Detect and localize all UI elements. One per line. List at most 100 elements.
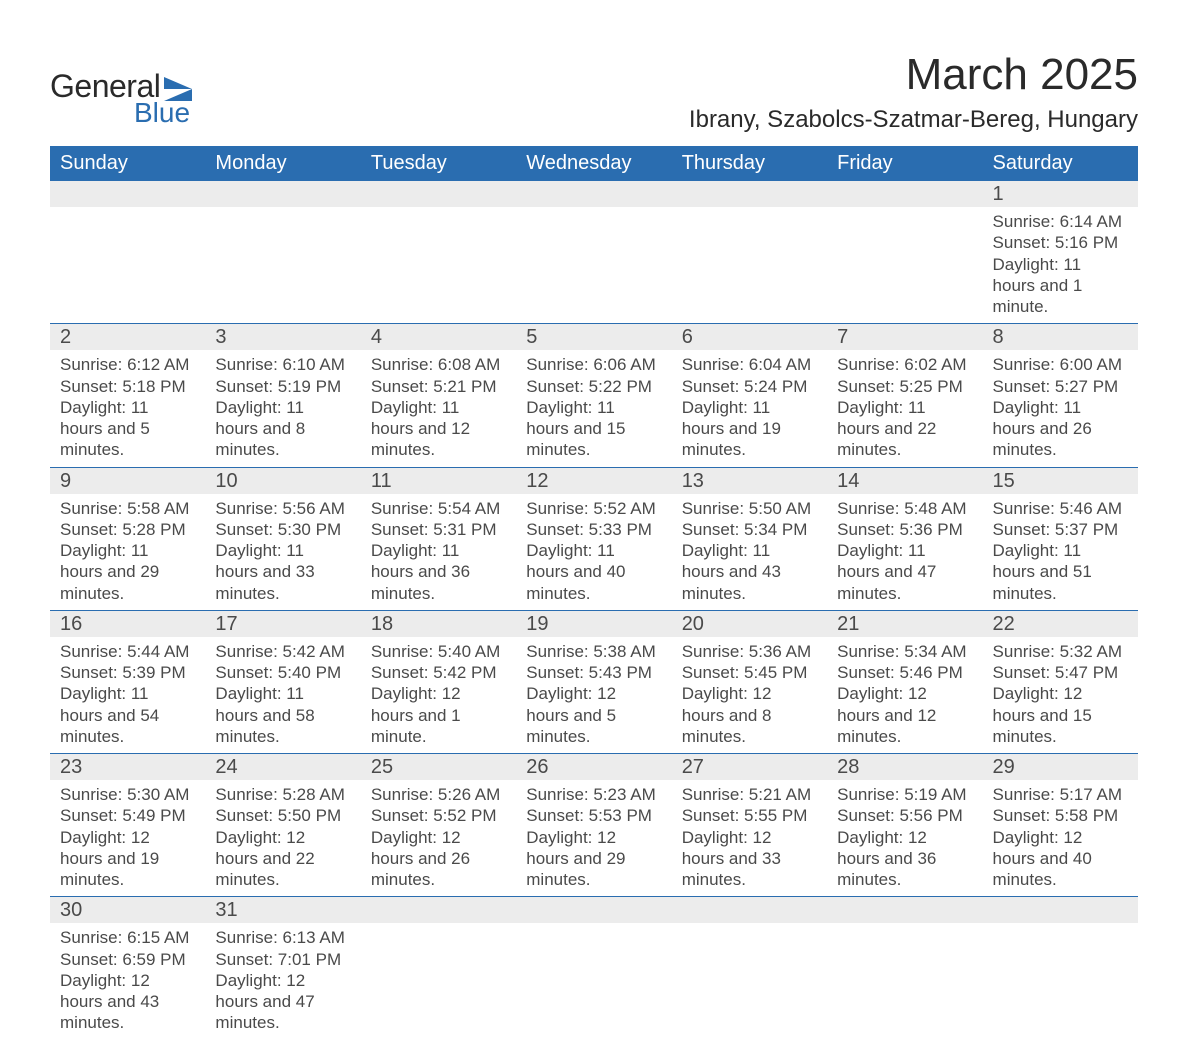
calendar-cell xyxy=(983,897,1138,1040)
day-number: 14 xyxy=(827,468,982,494)
sunrise-text: Sunrise: 6:04 AM xyxy=(682,354,817,375)
sunset-text: Sunset: 5:40 PM xyxy=(215,662,350,683)
sunset-text: Sunset: 5:49 PM xyxy=(60,805,195,826)
day-number xyxy=(361,181,516,207)
weekday-header: Monday xyxy=(205,146,360,181)
daylight-text: Daylight: 11 hours and 12 minutes. xyxy=(371,397,506,461)
sunrise-text: Sunrise: 5:26 AM xyxy=(371,784,506,805)
day-number: 11 xyxy=(361,468,516,494)
day-content: Sunrise: 5:34 AMSunset: 5:46 PMDaylight:… xyxy=(827,637,982,753)
day-content xyxy=(983,923,1138,1003)
daylight-text: Daylight: 12 hours and 40 minutes. xyxy=(993,827,1128,891)
calendar-cell: 11Sunrise: 5:54 AMSunset: 5:31 PMDayligh… xyxy=(361,467,516,610)
daylight-text: Daylight: 12 hours and 1 minute. xyxy=(371,683,506,747)
day-content: Sunrise: 6:00 AMSunset: 5:27 PMDaylight:… xyxy=(983,350,1138,466)
sunset-text: Sunset: 5:47 PM xyxy=(993,662,1128,683)
sunset-text: Sunset: 5:56 PM xyxy=(837,805,972,826)
sunset-text: Sunset: 5:22 PM xyxy=(526,376,661,397)
sunset-text: Sunset: 5:31 PM xyxy=(371,519,506,540)
sunset-text: Sunset: 5:33 PM xyxy=(526,519,661,540)
day-number: 8 xyxy=(983,324,1138,350)
daylight-text: Daylight: 11 hours and 1 minute. xyxy=(993,254,1128,318)
sunset-text: Sunset: 5:46 PM xyxy=(837,662,972,683)
day-number: 4 xyxy=(361,324,516,350)
calendar-cell xyxy=(827,181,982,324)
day-number: 15 xyxy=(983,468,1138,494)
day-number: 26 xyxy=(516,754,671,780)
sunrise-text: Sunrise: 5:34 AM xyxy=(837,641,972,662)
day-number xyxy=(205,181,360,207)
calendar-cell xyxy=(516,181,671,324)
sunrise-text: Sunrise: 5:17 AM xyxy=(993,784,1128,805)
calendar-week-row: 23Sunrise: 5:30 AMSunset: 5:49 PMDayligh… xyxy=(50,754,1138,897)
calendar-cell: 16Sunrise: 5:44 AMSunset: 5:39 PMDayligh… xyxy=(50,610,205,753)
sunset-text: Sunset: 5:58 PM xyxy=(993,805,1128,826)
calendar-week-row: 1Sunrise: 6:14 AMSunset: 5:16 PMDaylight… xyxy=(50,181,1138,324)
day-number xyxy=(516,897,671,923)
calendar-cell: 26Sunrise: 5:23 AMSunset: 5:53 PMDayligh… xyxy=(516,754,671,897)
sunrise-text: Sunrise: 5:50 AM xyxy=(682,498,817,519)
calendar-body: 1Sunrise: 6:14 AMSunset: 5:16 PMDaylight… xyxy=(50,181,1138,1040)
sunrise-text: Sunrise: 6:13 AM xyxy=(215,927,350,948)
daylight-text: Daylight: 11 hours and 40 minutes. xyxy=(526,540,661,604)
day-number: 7 xyxy=(827,324,982,350)
sunset-text: Sunset: 5:25 PM xyxy=(837,376,972,397)
sunrise-text: Sunrise: 5:54 AM xyxy=(371,498,506,519)
sunrise-text: Sunrise: 6:08 AM xyxy=(371,354,506,375)
daylight-text: Daylight: 11 hours and 43 minutes. xyxy=(682,540,817,604)
calendar-cell: 22Sunrise: 5:32 AMSunset: 5:47 PMDayligh… xyxy=(983,610,1138,753)
calendar-week-row: 9Sunrise: 5:58 AMSunset: 5:28 PMDaylight… xyxy=(50,467,1138,610)
weekday-header: Friday xyxy=(827,146,982,181)
calendar-cell: 17Sunrise: 5:42 AMSunset: 5:40 PMDayligh… xyxy=(205,610,360,753)
day-number: 10 xyxy=(205,468,360,494)
calendar-cell: 27Sunrise: 5:21 AMSunset: 5:55 PMDayligh… xyxy=(672,754,827,897)
calendar-cell: 25Sunrise: 5:26 AMSunset: 5:52 PMDayligh… xyxy=(361,754,516,897)
day-content xyxy=(516,923,671,1003)
calendar-cell xyxy=(827,897,982,1040)
sunrise-text: Sunrise: 5:23 AM xyxy=(526,784,661,805)
day-content: Sunrise: 6:04 AMSunset: 5:24 PMDaylight:… xyxy=(672,350,827,466)
calendar-cell: 14Sunrise: 5:48 AMSunset: 5:36 PMDayligh… xyxy=(827,467,982,610)
sunrise-text: Sunrise: 6:14 AM xyxy=(993,211,1128,232)
calendar-cell xyxy=(361,897,516,1040)
daylight-text: Daylight: 12 hours and 8 minutes. xyxy=(682,683,817,747)
day-number: 2 xyxy=(50,324,205,350)
day-number xyxy=(672,897,827,923)
calendar-cell xyxy=(361,181,516,324)
sunrise-text: Sunrise: 6:06 AM xyxy=(526,354,661,375)
sunset-text: Sunset: 5:53 PM xyxy=(526,805,661,826)
daylight-text: Daylight: 12 hours and 22 minutes. xyxy=(215,827,350,891)
sunrise-text: Sunrise: 5:21 AM xyxy=(682,784,817,805)
day-content: Sunrise: 5:26 AMSunset: 5:52 PMDaylight:… xyxy=(361,780,516,896)
day-number xyxy=(827,897,982,923)
daylight-text: Daylight: 11 hours and 26 minutes. xyxy=(993,397,1128,461)
calendar-cell: 3Sunrise: 6:10 AMSunset: 5:19 PMDaylight… xyxy=(205,324,360,467)
daylight-text: Daylight: 11 hours and 54 minutes. xyxy=(60,683,195,747)
day-content: Sunrise: 5:23 AMSunset: 5:53 PMDaylight:… xyxy=(516,780,671,896)
calendar-cell: 2Sunrise: 6:12 AMSunset: 5:18 PMDaylight… xyxy=(50,324,205,467)
daylight-text: Daylight: 12 hours and 43 minutes. xyxy=(60,970,195,1034)
day-content xyxy=(50,207,205,287)
day-number: 24 xyxy=(205,754,360,780)
sunset-text: Sunset: 5:36 PM xyxy=(837,519,972,540)
sunset-text: Sunset: 5:42 PM xyxy=(371,662,506,683)
day-number: 13 xyxy=(672,468,827,494)
day-content: Sunrise: 5:30 AMSunset: 5:49 PMDaylight:… xyxy=(50,780,205,896)
day-number: 31 xyxy=(205,897,360,923)
sunset-text: Sunset: 5:52 PM xyxy=(371,805,506,826)
sunrise-text: Sunrise: 6:02 AM xyxy=(837,354,972,375)
sunrise-text: Sunrise: 5:36 AM xyxy=(682,641,817,662)
day-number: 6 xyxy=(672,324,827,350)
day-content xyxy=(361,923,516,1003)
day-content xyxy=(672,923,827,1003)
sunset-text: Sunset: 5:16 PM xyxy=(993,232,1128,253)
sunset-text: Sunset: 5:39 PM xyxy=(60,662,195,683)
day-content xyxy=(205,207,360,287)
calendar-cell: 18Sunrise: 5:40 AMSunset: 5:42 PMDayligh… xyxy=(361,610,516,753)
calendar-cell: 8Sunrise: 6:00 AMSunset: 5:27 PMDaylight… xyxy=(983,324,1138,467)
calendar-cell: 10Sunrise: 5:56 AMSunset: 5:30 PMDayligh… xyxy=(205,467,360,610)
sunset-text: Sunset: 5:21 PM xyxy=(371,376,506,397)
calendar-cell: 28Sunrise: 5:19 AMSunset: 5:56 PMDayligh… xyxy=(827,754,982,897)
calendar-cell: 12Sunrise: 5:52 AMSunset: 5:33 PMDayligh… xyxy=(516,467,671,610)
weekday-header: Saturday xyxy=(983,146,1138,181)
